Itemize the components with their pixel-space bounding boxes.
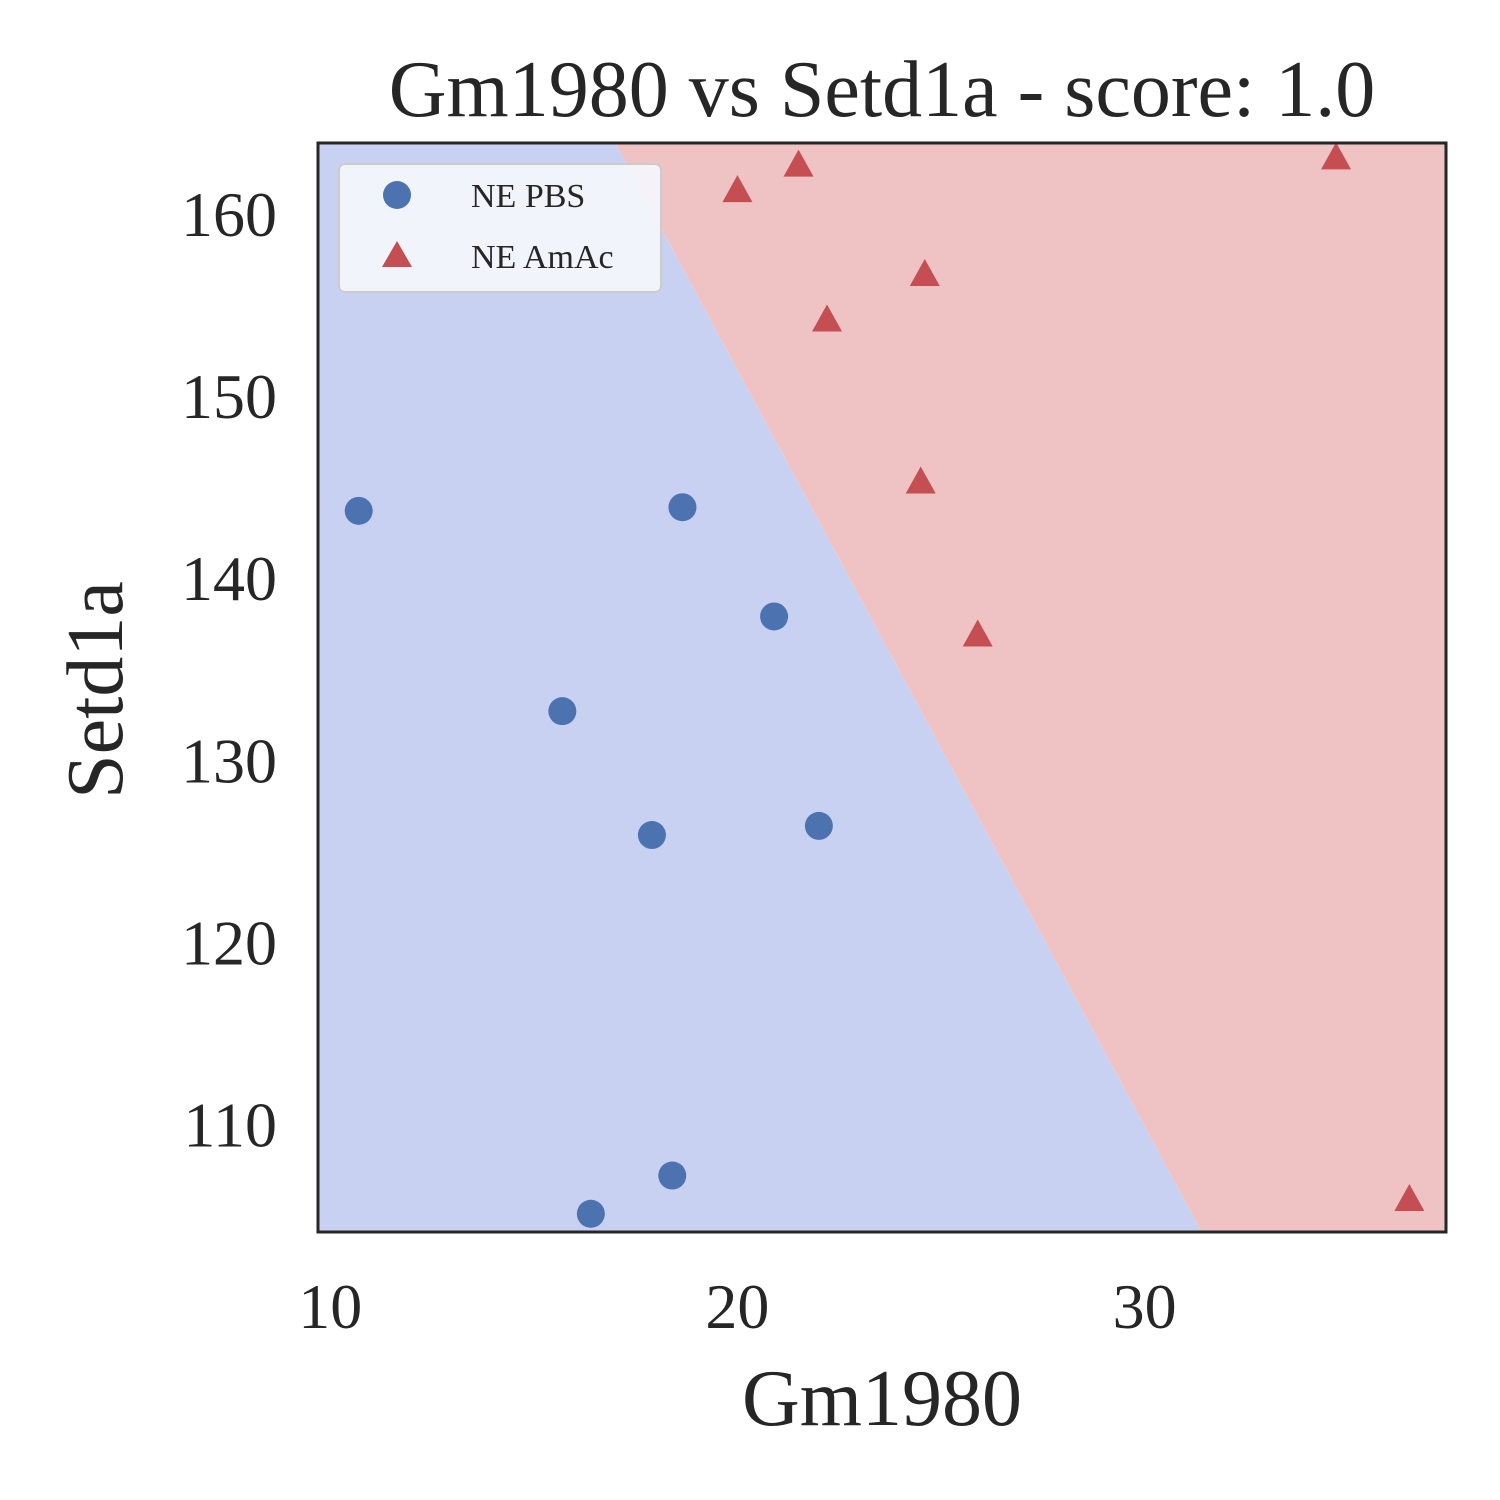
- point-pbs-5: [637, 821, 666, 850]
- legend-box: [338, 163, 662, 293]
- pbs-region: [318, 143, 1202, 1232]
- point-amac-7: [962, 619, 993, 647]
- decision-regions: [318, 143, 1446, 1232]
- y-tick-label: 140: [181, 543, 277, 614]
- y-tick-label: 150: [181, 361, 277, 432]
- legend-label-pbs: NE PBS: [471, 178, 585, 215]
- legend-label-amac: NE AmAc: [471, 239, 614, 276]
- point-pbs-6: [804, 811, 833, 840]
- data-points: [344, 142, 1425, 1228]
- y-tick-label: 160: [181, 179, 277, 250]
- point-pbs-7: [658, 1161, 687, 1190]
- point-pbs-3: [760, 602, 789, 631]
- y-tick-label: 120: [181, 907, 277, 978]
- point-amac-3: [1321, 142, 1352, 170]
- x-tick-label: 10: [298, 1271, 362, 1342]
- point-pbs-4: [548, 697, 577, 726]
- legend-marker-amac: [382, 241, 412, 267]
- y-tick-label: 130: [181, 725, 277, 796]
- point-amac-5: [812, 304, 843, 332]
- y-tick-label: 110: [183, 1090, 277, 1161]
- point-amac-1: [722, 175, 753, 203]
- point-amac-4: [909, 258, 940, 286]
- chart-title: Gm1980 vs Setd1a - score: 1.0: [389, 46, 1376, 134]
- point-pbs-8: [576, 1199, 605, 1228]
- y-axis-ticks: 110 120 130 140 150 160: [181, 179, 277, 1161]
- point-amac-6: [905, 466, 936, 494]
- x-tick-label: 20: [705, 1271, 769, 1342]
- x-axis-label: Gm1980: [742, 1355, 1022, 1443]
- point-amac-2: [783, 149, 814, 177]
- point-amac-8: [1394, 1184, 1425, 1212]
- point-pbs-2: [668, 493, 697, 522]
- x-axis-ticks: 10 20 30: [298, 1271, 1176, 1342]
- legend: NE PBS NE AmAc: [338, 163, 662, 293]
- legend-marker-pbs: [383, 181, 411, 209]
- plot-frame: [316, 141, 1448, 1234]
- x-tick-label: 30: [1113, 1271, 1177, 1342]
- amac-region: [615, 143, 1446, 1232]
- y-axis-label: Setd1a: [52, 581, 140, 799]
- point-pbs-1: [344, 496, 373, 525]
